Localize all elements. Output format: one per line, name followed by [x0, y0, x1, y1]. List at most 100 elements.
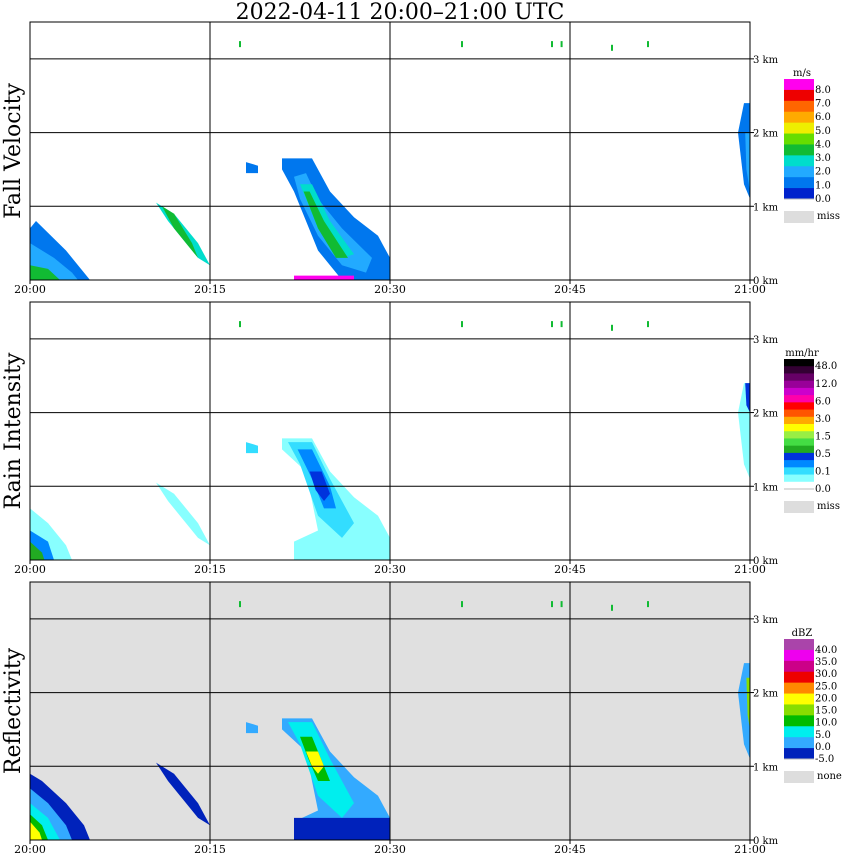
legend-unit: dBZ	[792, 628, 813, 639]
echo-region	[746, 677, 750, 730]
legend-label: 0.0	[815, 742, 831, 753]
legend-swatch	[784, 122, 814, 135]
time-tick-label: 21:00	[734, 563, 766, 576]
echo-dot	[461, 601, 463, 608]
echo-region	[738, 103, 750, 199]
height-tick-label: 1 km	[753, 482, 779, 493]
legend-swatch	[784, 693, 814, 705]
echo-dot	[551, 601, 553, 608]
height-tick-label: 0 km	[753, 276, 779, 287]
height-tick-label: 1 km	[753, 762, 779, 773]
time-tick-label: 21:00	[734, 283, 766, 296]
echo-dot	[611, 604, 613, 611]
legend-label: 12.0	[815, 379, 837, 390]
legend-swatch	[784, 726, 814, 738]
legend-swatch	[784, 682, 814, 695]
time-tick-label: 20:45	[554, 843, 586, 856]
legend-label: 6.0	[815, 112, 831, 123]
echo-dot	[647, 41, 649, 48]
panel-fall-velocity: 0 km 1 km 2 km 3 km 20:00 20:15 20:30 20:45 21:0…	[1, 21, 840, 296]
legend-label: 15.0	[815, 706, 837, 717]
legend-swatch	[784, 737, 814, 749]
legend-unit: m/s	[793, 68, 811, 79]
legend-label: 10.0	[815, 718, 837, 729]
legend-swatch	[784, 166, 814, 178]
legend-swatch	[784, 380, 814, 389]
legend-swatch	[784, 431, 814, 439]
legend-label: 25.0	[815, 681, 837, 692]
height-tick-label: 0 km	[753, 556, 779, 567]
echo-region	[156, 482, 210, 546]
legend-label: 1.5	[815, 431, 831, 442]
echo-dot	[461, 41, 463, 48]
legend-swatch	[784, 373, 814, 382]
echo-region	[745, 132, 750, 192]
legend-swatch	[784, 649, 814, 662]
echo-region	[294, 817, 390, 840]
legend-swatch	[784, 177, 814, 189]
legend-swatch	[784, 639, 814, 651]
legend-missing-swatch	[784, 211, 814, 223]
legend-swatch	[784, 416, 814, 425]
time-tick-label: 20:30	[374, 283, 406, 296]
legend-swatch	[784, 445, 814, 454]
legend-swatch	[784, 387, 814, 396]
echo-region	[246, 442, 258, 454]
legend-swatch	[784, 452, 814, 461]
legend-label: 0.0	[815, 484, 831, 495]
echo-dot	[611, 324, 613, 331]
legend-label: 6.0	[815, 396, 831, 407]
legend-swatch	[784, 409, 814, 418]
height-tick-label: 2 km	[753, 689, 779, 700]
time-tick-label: 20:45	[554, 563, 586, 576]
legend-label: 30.0	[815, 669, 837, 680]
legend-swatch	[784, 144, 814, 156]
height-tick-label: 2 km	[753, 409, 779, 420]
legend-label: 0.5	[815, 449, 831, 460]
echo-region	[303, 191, 348, 258]
time-tick-label: 20:00	[14, 843, 46, 856]
legend-label: 0.1	[815, 466, 831, 477]
legend-label: 1.0	[815, 180, 831, 191]
chart-title: 2022-04-11 20:00–21:00 UTC	[235, 0, 565, 25]
panel-rain-intensity: 0 km 1 km 2 km 3 km 20:00 20:15 20:30 20:45 21:0…	[1, 301, 840, 576]
echo-region	[156, 762, 210, 826]
legend-swatch	[784, 366, 814, 374]
legend-swatch	[784, 748, 814, 760]
height-tick-label: 0 km	[753, 836, 779, 847]
legend-swatch	[784, 111, 814, 124]
echo-dot	[461, 321, 463, 328]
legend-missing-label: none	[817, 771, 842, 782]
height-tick-label: 3 km	[753, 335, 779, 346]
height-tick-label: 3 km	[753, 615, 779, 626]
time-tick-label: 20:45	[554, 283, 586, 296]
echo-region	[246, 722, 258, 734]
legend-swatch	[784, 438, 814, 447]
time-tick-label: 20:15	[194, 563, 226, 576]
height-tick-label: 3 km	[753, 55, 779, 66]
legend-missing-label: miss	[817, 501, 840, 512]
legend-swatch	[784, 359, 814, 367]
echo-region	[246, 162, 258, 174]
legend-swatch	[784, 460, 814, 468]
time-tick-label: 20:00	[14, 563, 46, 576]
legend-swatch	[784, 89, 814, 102]
echo-dot	[611, 44, 613, 51]
legend-label: 2.0	[815, 167, 831, 178]
legend-swatch	[784, 660, 814, 673]
echo-dot	[551, 321, 553, 328]
legend-swatch	[784, 481, 814, 490]
echo-region	[162, 206, 198, 258]
height-tick-label: 1 km	[753, 202, 779, 213]
legend-label: 35.0	[815, 657, 837, 668]
echo-region	[294, 275, 354, 280]
legend-label: 0.0	[815, 194, 831, 205]
legend-label: 5.0	[815, 126, 831, 137]
legend-label: 7.0	[815, 99, 831, 110]
legend-swatch	[784, 100, 814, 113]
legend-swatch	[784, 704, 814, 716]
legend-swatch	[784, 671, 814, 684]
legend-missing-label: miss	[817, 211, 840, 222]
legend-swatch	[784, 395, 814, 403]
echo-dot	[239, 41, 241, 48]
